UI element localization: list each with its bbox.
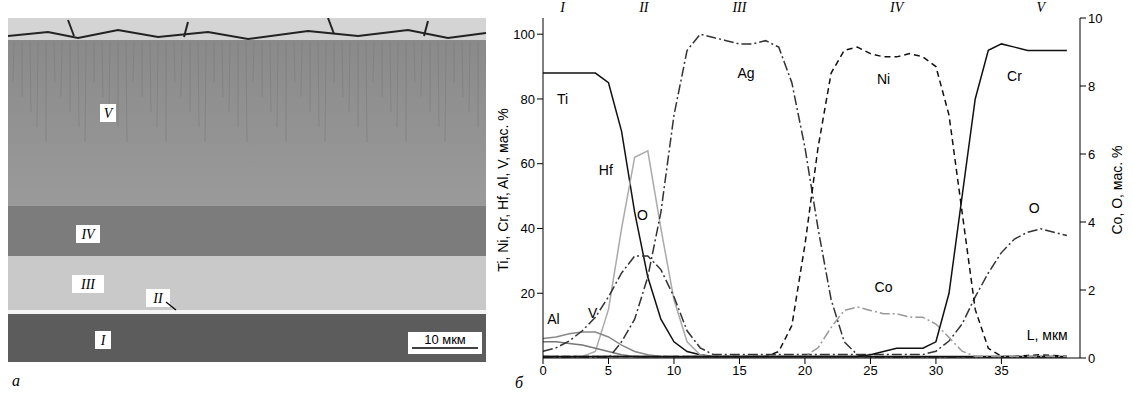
- svg-text:35: 35: [994, 363, 1008, 378]
- svg-text:Cr: Cr: [1007, 68, 1022, 84]
- svg-text:6: 6: [1088, 147, 1095, 162]
- svg-text:4: 4: [1088, 215, 1095, 230]
- html-text:а: а: [12, 372, 20, 389]
- svg-text:20: 20: [798, 363, 812, 378]
- html-text:б: б: [515, 374, 523, 391]
- svg-text:IV: IV: [80, 227, 96, 242]
- svg-text:IV: IV: [889, 0, 905, 15]
- svg-text:60: 60: [521, 156, 535, 171]
- svg-text:V: V: [588, 305, 598, 321]
- svg-text:Ni: Ni: [877, 71, 890, 87]
- svg-text:Ag: Ag: [737, 65, 754, 81]
- svg-text:10: 10: [1088, 11, 1102, 26]
- svg-text:10: 10: [667, 363, 681, 378]
- svg-text:40: 40: [521, 221, 535, 236]
- html-text:Co, O, мас. %: Co, O, мас. %: [1109, 145, 1125, 235]
- svg-text:15: 15: [732, 363, 746, 378]
- svg-text:II: II: [152, 291, 164, 306]
- svg-text:III: III: [80, 277, 96, 292]
- svg-text:L, мкм: L, мкм: [1027, 327, 1068, 343]
- svg-text:O: O: [1029, 200, 1040, 216]
- svg-text:20: 20: [521, 286, 535, 301]
- svg-text:0: 0: [539, 363, 546, 378]
- svg-text:I: I: [100, 333, 107, 348]
- svg-text:Al: Al: [547, 311, 559, 327]
- svg-text:100: 100: [513, 27, 535, 42]
- svg-text:II: II: [638, 0, 650, 15]
- svg-text:5: 5: [605, 363, 612, 378]
- svg-text:30: 30: [929, 363, 943, 378]
- svg-text:O: O: [637, 207, 648, 223]
- svg-text:V: V: [1036, 0, 1046, 15]
- svg-text:2: 2: [1088, 283, 1095, 298]
- svg-text:Hf: Hf: [599, 162, 613, 178]
- svg-text:0: 0: [1088, 351, 1095, 366]
- svg-text:V: V: [104, 106, 114, 121]
- svg-text:25: 25: [863, 363, 877, 378]
- svg-text:10 мкм: 10 мкм: [424, 332, 466, 347]
- svg-text:8: 8: [1088, 79, 1095, 94]
- svg-text:Ti: Ti: [557, 91, 568, 107]
- svg-text:I: I: [559, 0, 566, 15]
- svg-text:III: III: [731, 0, 747, 15]
- html-text:Ti, Ni, Cr, Hf, Al, V, мас. %: Ti, Ni, Cr, Hf, Al, V, мас. %: [495, 108, 511, 272]
- svg-text:80: 80: [521, 92, 535, 107]
- svg-text:Co: Co: [875, 279, 893, 295]
